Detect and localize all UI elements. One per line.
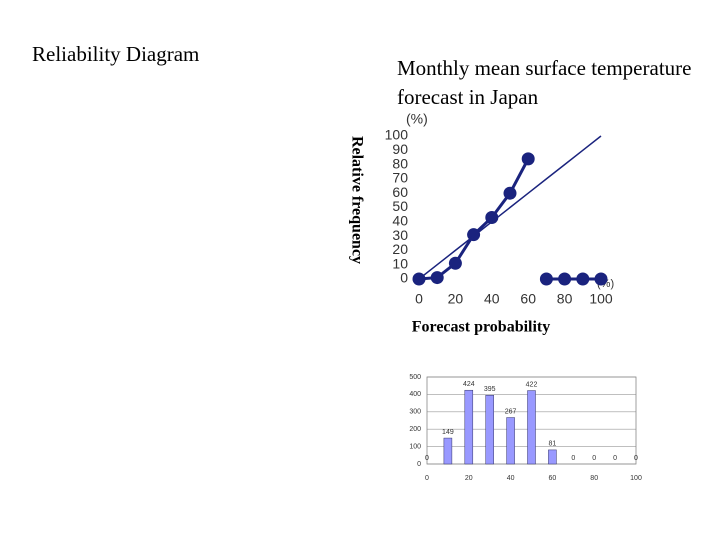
- y-tick-label: 70: [392, 170, 408, 186]
- marker: [539, 272, 553, 286]
- value-label: 0: [425, 455, 429, 462]
- value-label: 0: [634, 455, 638, 462]
- slide-title: Reliability Diagram: [32, 42, 200, 66]
- bar: [548, 449, 557, 465]
- x-tick-label: 100: [630, 475, 642, 482]
- marker: [430, 271, 444, 285]
- y-tick-label: 60: [392, 184, 408, 200]
- x-tick-label: 80: [557, 291, 573, 307]
- x-tick-label: 60: [520, 291, 536, 307]
- bar: [527, 390, 536, 465]
- marker: [503, 186, 517, 200]
- marker: [448, 256, 462, 270]
- line: [418, 135, 602, 280]
- y-tick-label: 10: [392, 255, 408, 271]
- x-tick-label: 40: [507, 475, 515, 482]
- value-label: 395: [484, 386, 496, 393]
- y-tick-label: 80: [392, 155, 408, 171]
- value-label: 0: [571, 455, 575, 462]
- marker: [594, 272, 608, 286]
- marker: [521, 152, 535, 166]
- marker: [485, 211, 499, 225]
- y-tick-label: 100: [409, 443, 421, 450]
- y-tick-label: 40: [392, 213, 408, 229]
- y-tick-label: 0: [400, 270, 408, 286]
- x-axis-label: Forecast probability: [412, 319, 551, 336]
- bar: [464, 389, 474, 465]
- value-label: 267: [505, 408, 517, 415]
- y-tick-label: 30: [392, 227, 408, 243]
- x-tick-label: 0: [415, 291, 423, 307]
- value-label: 149: [442, 429, 454, 436]
- value-label: 81: [549, 441, 557, 448]
- bar: [506, 417, 515, 465]
- x-tick-label: 20: [448, 291, 464, 307]
- chart-title: Monthly mean surface temperature forecas…: [397, 56, 692, 109]
- bar: [485, 395, 494, 465]
- y-tick-label: 90: [392, 141, 408, 157]
- value-label: 422: [526, 381, 538, 388]
- y-tick-label: 100: [385, 127, 409, 143]
- marker: [576, 272, 590, 286]
- y-tick-label: 200: [409, 426, 421, 433]
- y-unit: (%): [406, 111, 428, 127]
- x-tick-label: 40: [484, 291, 500, 307]
- y-axis-label: Relative frequency: [348, 136, 365, 264]
- y-tick-label: 0: [417, 461, 421, 468]
- line: [418, 158, 530, 281]
- bar: [443, 437, 453, 465]
- value-label: 424: [463, 381, 475, 388]
- marker: [558, 272, 572, 286]
- x-tick-label: 80: [590, 475, 598, 482]
- y-tick-label: 300: [409, 409, 421, 416]
- y-tick-label: 50: [392, 198, 408, 214]
- y-tick-label: 20: [392, 241, 408, 257]
- y-tick-label: 400: [409, 391, 421, 398]
- y-tick-label: 500: [409, 374, 421, 381]
- value-label: 0: [592, 455, 596, 462]
- value-label: 0: [613, 455, 617, 462]
- x-tick-label: 20: [465, 475, 473, 482]
- x-tick-label: 100: [589, 291, 613, 307]
- x-tick-label: 0: [425, 475, 429, 482]
- x-tick-label: 60: [549, 475, 557, 482]
